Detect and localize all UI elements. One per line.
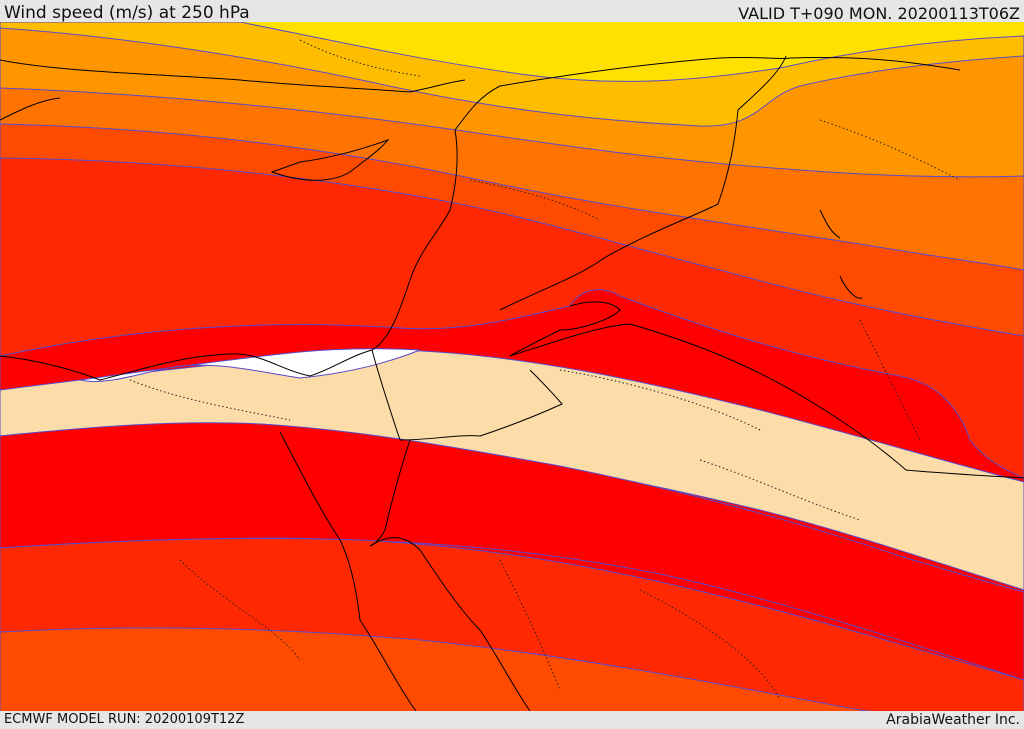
model-run-label: ECMWF MODEL RUN: 20200109T12Z bbox=[4, 712, 245, 727]
band-white bbox=[79, 348, 421, 382]
footer-bar: ECMWF MODEL RUN: 20200109T12Z ArabiaWeat… bbox=[0, 711, 1024, 729]
credit-label: ArabiaWeather Inc. bbox=[886, 712, 1020, 728]
title-bar: Wind speed (m/s) at 250 hPa VALID T+090 … bbox=[0, 0, 1024, 23]
band-orange-red-south bbox=[0, 627, 873, 711]
map-canvas bbox=[0, 22, 1024, 711]
coastlines bbox=[0, 55, 1024, 711]
map-title: Wind speed (m/s) at 250 hPa bbox=[4, 3, 250, 23]
wind-speed-map bbox=[0, 22, 1024, 711]
country-borders bbox=[129, 39, 961, 701]
valid-time-label: VALID T+090 MON. 20200113T06Z bbox=[738, 4, 1020, 23]
